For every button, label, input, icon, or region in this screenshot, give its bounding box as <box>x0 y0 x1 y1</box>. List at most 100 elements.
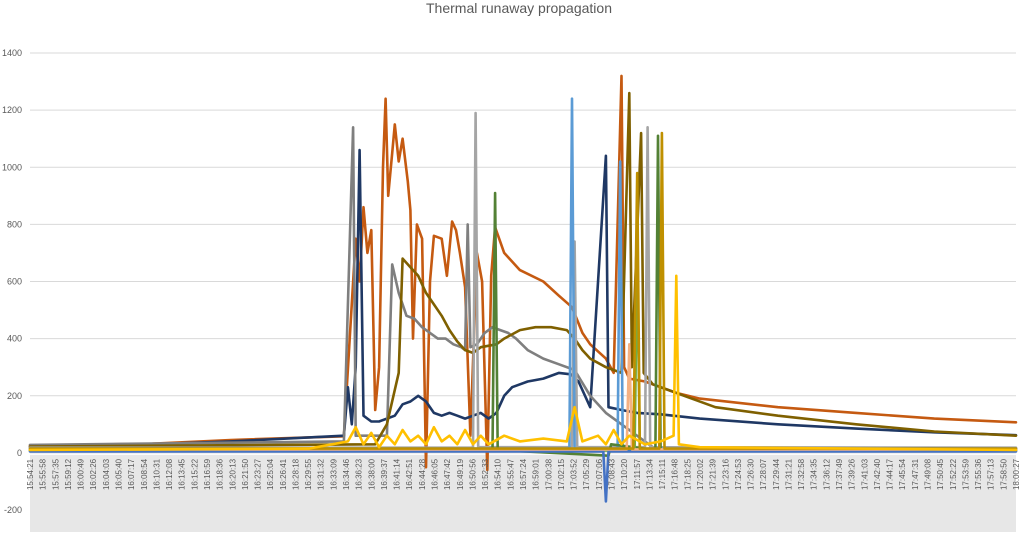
x-tick-label: 17:10:20 <box>620 458 629 490</box>
x-tick-label: 16:39:37 <box>380 458 389 490</box>
x-tick-label: 17:50:45 <box>936 458 945 490</box>
x-tick-label: 16:55:47 <box>506 458 515 490</box>
x-tick-label: 16:20:13 <box>228 458 237 490</box>
x-tick-label: 15:55:58 <box>39 458 48 490</box>
y-axis-ticks: -200 0 200 400 600 800 1000 1200 1400 <box>2 48 22 515</box>
x-tick-label: 16:50:56 <box>468 458 477 490</box>
x-tick-label: 17:41:03 <box>860 458 869 490</box>
series-line-12 <box>28 274 1018 452</box>
x-tick-label: 16:08:54 <box>140 458 149 490</box>
series-line-1 <box>28 74 1018 472</box>
x-tick-label: 16:13:45 <box>178 458 187 490</box>
x-tick-label: 17:11:57 <box>633 458 642 489</box>
x-tick-label: 17:21:39 <box>709 458 718 490</box>
x-tick-label: 16:00:49 <box>77 458 86 490</box>
series-line-3 <box>28 126 1018 450</box>
x-tick-label: 17:57:13 <box>987 458 996 490</box>
x-axis-ticks: 15:54:21 15:55:58 15:57:35 15:59:12 16:00:49… <box>26 458 1021 490</box>
x-tick-label: 17:45:54 <box>898 458 907 490</box>
x-tick-label: 17:37:49 <box>835 458 844 490</box>
x-tick-label: 17:39:26 <box>848 458 857 490</box>
x-tick-label: 16:52:33 <box>481 458 490 490</box>
x-tick-label: 15:59:12 <box>64 458 73 490</box>
x-tick-label: 16:25:04 <box>266 458 275 490</box>
x-tick-label: 17:32:58 <box>797 458 806 490</box>
x-tick-label: 17:58:50 <box>999 458 1008 490</box>
x-tick-label: 16:04:03 <box>102 458 111 490</box>
series-line-4 <box>28 91 1018 448</box>
x-tick-label: 17:23:16 <box>721 458 730 490</box>
x-tick-label: 17:03:52 <box>570 458 579 490</box>
x-tick-label: 15:54:21 <box>26 458 35 490</box>
x-tick-label: 17:55:36 <box>974 458 983 490</box>
x-tick-label: 17:07:06 <box>595 458 604 490</box>
x-tick-label: 16:46:05 <box>430 458 439 490</box>
x-tick-label: 16:38:00 <box>367 458 376 490</box>
x-tick-label: 17:34:35 <box>810 458 819 490</box>
x-tick-label: 16:57:24 <box>519 458 528 490</box>
x-tick-label: 16:12:08 <box>165 458 174 490</box>
x-tick-label: 16:18:36 <box>216 458 225 490</box>
x-tick-label: 16:26:41 <box>279 458 288 490</box>
y-tick-label: 800 <box>7 219 22 229</box>
x-tick-label: 17:44:17 <box>886 458 895 490</box>
x-tick-label: 17:08:43 <box>607 458 616 490</box>
x-tick-label: 17:29:44 <box>772 458 781 490</box>
series-line-2 <box>28 148 1018 449</box>
series-line-9 <box>28 450 1018 503</box>
gridlines <box>30 52 1016 511</box>
series-line-7 <box>28 134 1018 457</box>
x-tick-label: 17:42:40 <box>873 458 882 490</box>
x-tick-label: 17:15:11 <box>658 458 667 489</box>
chart-title: Thermal runaway propagation <box>426 0 612 16</box>
x-tick-label: 16:49:19 <box>456 458 465 490</box>
x-tick-label: 17:02:15 <box>557 458 566 490</box>
x-tick-label: 16:59:01 <box>532 458 541 490</box>
x-tick-label: 17:00:38 <box>544 458 553 490</box>
series-line-10 <box>28 343 1018 451</box>
x-tick-label: 16:16:59 <box>203 458 212 490</box>
x-tick-label: 16:44:28 <box>418 458 427 490</box>
x-tick-label: 17:26:30 <box>746 458 755 490</box>
x-tick-label: 16:31:32 <box>317 458 326 490</box>
y-tick-label: 0 <box>17 448 22 458</box>
x-tick-label: 15:57:35 <box>51 458 60 490</box>
x-tick-label: 16:54:10 <box>494 458 503 490</box>
x-tick-label: 17:20:02 <box>696 458 705 490</box>
y-tick-label: 1000 <box>2 162 22 172</box>
y-tick-label: 600 <box>7 277 22 287</box>
y-tick-label: 200 <box>7 391 22 401</box>
x-tick-label: 16:29:55 <box>304 458 313 490</box>
x-tick-label: 17:28:07 <box>759 458 768 490</box>
x-tick-label: 16:47:42 <box>443 458 452 490</box>
x-tick-label: 16:28:18 <box>291 458 300 490</box>
x-tick-label: 17:18:25 <box>683 458 692 490</box>
x-tick-label: 17:24:53 <box>734 458 743 490</box>
x-tick-label: 17:47:31 <box>911 458 920 490</box>
x-axis-band <box>30 454 1016 532</box>
y-tick-label: 400 <box>7 334 22 344</box>
x-tick-label: 16:41:14 <box>393 458 402 490</box>
series-line-8 <box>28 251 1018 452</box>
x-tick-label: 16:42:51 <box>405 458 414 490</box>
x-tick-label: 16:05:40 <box>114 458 123 490</box>
x-tick-label: 17:53:59 <box>961 458 970 490</box>
x-tick-label: 17:31:21 <box>784 458 793 490</box>
x-tick-label: 16:36:23 <box>355 458 364 490</box>
x-tick-label: 17:49:08 <box>923 458 932 490</box>
x-tick-label: 16:07:17 <box>127 458 136 490</box>
series-layer <box>28 74 1018 503</box>
series-line-11 <box>28 131 1018 450</box>
x-tick-label: 16:15:22 <box>190 458 199 490</box>
x-tick-label: 17:16:48 <box>671 458 680 490</box>
x-tick-label: 17:05:29 <box>582 458 591 490</box>
x-tick-label: 18:00:27 <box>1012 458 1021 490</box>
x-tick-label: 17:36:12 <box>822 458 831 490</box>
series-line-5 <box>28 111 1018 449</box>
y-tick-label: -200 <box>4 505 22 515</box>
y-tick-label: 1200 <box>2 105 22 115</box>
x-tick-label: 16:10:31 <box>152 458 161 490</box>
x-tick-label: 16:33:09 <box>329 458 338 490</box>
x-tick-label: 16:34:46 <box>342 458 351 490</box>
